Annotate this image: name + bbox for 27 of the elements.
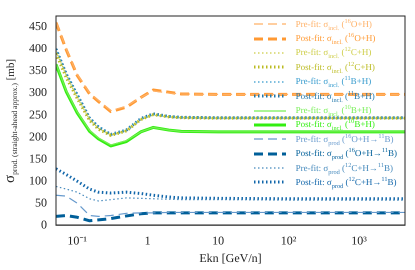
y-tick-label: 0 xyxy=(41,217,47,232)
x-tick-label: 10³ xyxy=(351,234,368,248)
legend-label: Post-fit: σ$_{prod}$ ($^{16}$O+H→$^{11}$B) xyxy=(296,147,397,161)
x-tick-label: 10 xyxy=(212,234,224,248)
y-tick-label: 450 xyxy=(29,19,47,34)
x-tick-label: 1 xyxy=(144,234,151,248)
x-tick-label: 10⁻¹ xyxy=(67,234,88,248)
y-tick-label: 350 xyxy=(29,63,47,78)
x-axis-title: Ekn [GeV/n] xyxy=(199,250,262,265)
legend-label: Post-fit: σ$_{prod}$ ($^{12}$C+H→$^{11}$B) xyxy=(296,176,396,190)
y-tick-label: 50 xyxy=(35,195,47,210)
legend-label: Pre-fit: σ$_{incl.}$ ($^{12}$C+H) xyxy=(296,46,372,60)
legend-label: Pre-fit: σ$_{incl.}$ ($^{11}$B+H) xyxy=(296,75,372,90)
legend-label: Post-fit: σ$_{incl.}$ ($^{12}$C+H) xyxy=(296,60,375,75)
legend-label: Pre-fit: σ$_{prod}$ ($^{16}$O+H→$^{11}$B) xyxy=(296,132,394,147)
y-tick-label: 100 xyxy=(29,173,47,188)
legend-label: Post-fit: σ$_{incl.}$ ($^{16}$O+H) xyxy=(296,32,376,46)
y-tick-label: 250 xyxy=(29,107,47,122)
y-tick-label: 200 xyxy=(29,129,47,144)
x-tick-label: 10² xyxy=(280,234,297,248)
y-tick-label: 150 xyxy=(29,151,47,166)
legend-label: Pre-fit: σ$_{incl.}$ ($^{10}$B+H) xyxy=(296,104,372,118)
legend-label: Pre-fit: σ$_{prod}$ ($^{12}$C+H→$^{11}$B) xyxy=(296,162,393,176)
legend-label: Post-fit: σ$_{incl.}$ ($^{10}$B+H) xyxy=(296,118,375,132)
legend-label: Pre-fit: σ$_{incl.}$ ($^{16}$O+H) xyxy=(296,18,372,32)
y-tick-label: 400 xyxy=(29,41,47,56)
y-tick-label: 300 xyxy=(29,85,47,100)
